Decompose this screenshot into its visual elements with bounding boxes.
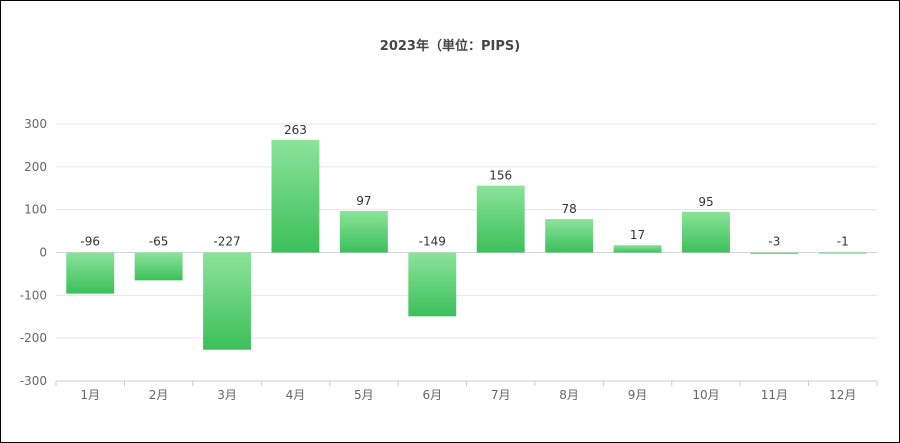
- bar-3[interactable]: [203, 252, 251, 350]
- data-label: 78: [561, 202, 576, 216]
- x-tick-label: 12月: [829, 388, 856, 402]
- x-tick-label: 3月: [217, 388, 237, 402]
- x-tick-label: 6月: [422, 388, 442, 402]
- x-tick-label: 8月: [559, 388, 579, 402]
- x-tick-label: 2月: [149, 388, 169, 402]
- data-label: 156: [489, 169, 512, 183]
- axes: 300 200 100 0 -100 -200 -300 1月 2月 3月 4月 5月 6月 7月 8月 9月…: [20, 117, 878, 402]
- data-label: 97: [356, 194, 371, 208]
- bar-11[interactable]: [750, 252, 799, 254]
- bar-2[interactable]: [134, 252, 183, 281]
- data-label: 95: [698, 195, 713, 209]
- data-label: -3: [768, 235, 780, 249]
- data-label: 263: [284, 123, 307, 137]
- bar-9[interactable]: [613, 245, 662, 253]
- data-label: -227: [213, 235, 240, 249]
- bars: [66, 139, 867, 350]
- data-label: 17: [630, 228, 645, 242]
- bar-4[interactable]: [271, 139, 320, 253]
- bar-1[interactable]: [66, 252, 115, 294]
- bar-5[interactable]: [339, 210, 388, 253]
- y-tick-label: 300: [24, 117, 47, 131]
- bar-12[interactable]: [818, 252, 867, 254]
- x-tick-label: 10月: [692, 388, 719, 402]
- y-tick-label: -200: [20, 331, 47, 345]
- x-tick-label: 7月: [491, 388, 511, 402]
- data-label: -65: [149, 235, 169, 249]
- data-labels: -96 -65 -227 263 97 -149 156 78 17 95 -3 -1: [80, 123, 848, 249]
- bar-7[interactable]: [476, 185, 525, 253]
- data-label: -96: [80, 235, 100, 249]
- y-tick-label: 200: [24, 160, 47, 174]
- x-tick-label: 4月: [286, 388, 306, 402]
- x-tick-label: 11月: [761, 388, 788, 402]
- bar-8[interactable]: [545, 219, 594, 253]
- data-label: -1: [837, 235, 849, 249]
- y-tick-label: 0: [39, 246, 47, 260]
- y-tick-label: 100: [24, 203, 47, 217]
- x-tick-label: 5月: [354, 388, 374, 402]
- data-label: -149: [419, 235, 446, 249]
- bar-10[interactable]: [682, 211, 730, 253]
- y-tick-label: -300: [20, 374, 47, 388]
- x-tick-label: 1月: [80, 388, 100, 402]
- bar-6[interactable]: [408, 252, 457, 317]
- x-tick-label: 9月: [628, 388, 648, 402]
- y-tick-label: -100: [20, 288, 47, 302]
- chart-title: 2023年（単位：PIPS): [379, 39, 521, 54]
